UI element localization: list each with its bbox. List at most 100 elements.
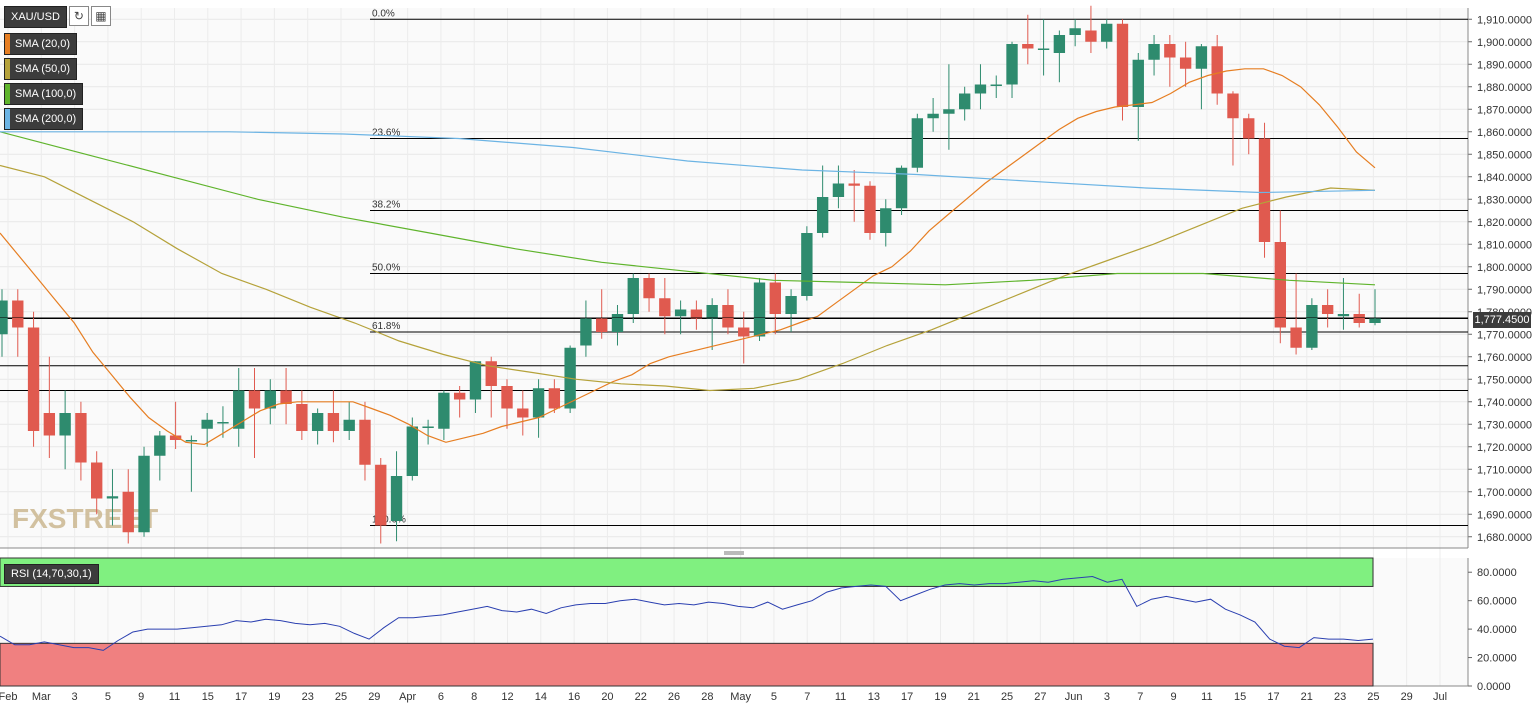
candle-body xyxy=(627,278,639,314)
candle-body xyxy=(59,413,71,436)
y-tick-label: 1,730.0000 xyxy=(1477,419,1532,431)
x-tick-label: 23 xyxy=(302,691,314,703)
fib-level-label: 0.0% xyxy=(372,8,395,19)
candle-body xyxy=(706,305,718,319)
candle-body xyxy=(1116,23,1129,107)
candle-body xyxy=(816,197,829,233)
x-tick-label: 3 xyxy=(1104,691,1110,703)
x-tick-label: 5 xyxy=(105,691,111,703)
x-tick-label: 16 xyxy=(568,691,580,703)
fib-level-label: 23.6% xyxy=(372,128,400,139)
rsi-tick-label: 80.0000 xyxy=(1477,567,1517,579)
y-tick-label: 1,820.0000 xyxy=(1477,217,1532,229)
x-tick-label: 29 xyxy=(368,691,380,703)
candle-body xyxy=(580,318,592,346)
candle-body xyxy=(359,419,371,465)
symbol-label[interactable]: XAU/USD xyxy=(4,6,67,28)
candle-body xyxy=(375,464,387,526)
legend-label: SMA (50,0) xyxy=(15,63,71,75)
candle-body xyxy=(1211,46,1223,94)
rsi-tick-label: 0.0000 xyxy=(1477,681,1511,693)
candle-body xyxy=(501,386,513,409)
legend-sma-50[interactable]: SMA (50,0) xyxy=(4,58,78,80)
x-tick-label: 22 xyxy=(635,691,647,703)
x-tick-label: 25 xyxy=(1001,691,1013,703)
candle-body xyxy=(832,183,845,197)
candle-body xyxy=(1132,59,1144,107)
refresh-icon[interactable]: ↻ xyxy=(68,6,89,26)
legend-sma-100[interactable]: SMA (100,0) xyxy=(4,83,84,105)
rsi-tick-label: 20.0000 xyxy=(1477,653,1517,665)
y-tick-label: 1,760.0000 xyxy=(1477,352,1532,364)
candle-body xyxy=(248,390,261,409)
x-tick-label: 7 xyxy=(804,691,810,703)
candle-body xyxy=(91,462,103,499)
y-tick-label: 1,850.0000 xyxy=(1477,149,1532,161)
x-tick-label: 8 xyxy=(471,691,477,703)
rsi-label[interactable]: RSI (14,70,30,1) xyxy=(4,564,99,584)
fib-level-label: 61.8% xyxy=(372,321,400,332)
fib-level-label: 50.0% xyxy=(372,263,400,274)
sma-100-swatch xyxy=(5,84,10,104)
candle-body xyxy=(596,318,608,332)
candle-body xyxy=(469,361,482,400)
legend-sma-20[interactable]: SMA (20,0) xyxy=(4,33,78,55)
candle-body xyxy=(1227,93,1239,119)
sma-line xyxy=(0,131,1376,194)
candle-body xyxy=(895,167,908,209)
candle-body xyxy=(532,388,545,418)
calendar-icon[interactable]: ▦ xyxy=(90,6,111,26)
candle-body xyxy=(453,392,466,400)
candle-body xyxy=(517,408,529,418)
candle-body xyxy=(643,278,655,299)
x-tick-label: 26 xyxy=(668,691,680,703)
candle-body xyxy=(138,455,150,533)
candle-body xyxy=(659,298,671,317)
candle-body xyxy=(1053,35,1066,53)
x-tick-label: 19 xyxy=(934,691,946,703)
watermark: FXSTREET xyxy=(12,503,158,534)
sma-50-swatch xyxy=(5,59,10,79)
y-tick-label: 1,900.0000 xyxy=(1477,37,1532,49)
candle-body xyxy=(1148,44,1160,60)
candle-body xyxy=(75,413,87,463)
x-tick-label: 19 xyxy=(268,691,280,703)
x-tick-label: 15 xyxy=(1234,691,1246,703)
candle-body xyxy=(974,84,987,94)
candle-body xyxy=(690,309,703,319)
candle-body xyxy=(1337,314,1350,317)
rsi-tick-label: 40.0000 xyxy=(1477,624,1517,636)
x-tick-label: 17 xyxy=(1267,691,1279,703)
rsi-line xyxy=(0,575,1374,651)
candle-body xyxy=(674,309,687,317)
candle-body xyxy=(943,109,955,114)
candle-body xyxy=(122,491,134,533)
candle-body xyxy=(1006,44,1018,85)
candle-body xyxy=(1321,305,1334,314)
pane-resize-handle xyxy=(724,551,744,555)
candle-body xyxy=(343,419,355,431)
y-tick-label: 1,890.0000 xyxy=(1477,59,1532,71)
x-tick-label: 9 xyxy=(1171,691,1177,703)
candle-body xyxy=(958,93,971,110)
sma-line xyxy=(0,131,1376,286)
x-tick-label: 28 xyxy=(701,691,713,703)
candle-body xyxy=(1101,23,1113,42)
candle-body xyxy=(990,84,1002,86)
candle-body xyxy=(280,390,292,404)
sma-20-swatch xyxy=(5,34,10,54)
y-tick-label: 1,710.0000 xyxy=(1477,464,1532,476)
x-tick-label: 17 xyxy=(901,691,913,703)
candle-body xyxy=(185,440,198,442)
x-tick-label: 25 xyxy=(1367,691,1379,703)
y-tick-label: 1,700.0000 xyxy=(1477,487,1532,499)
y-tick-label: 1,870.0000 xyxy=(1477,104,1532,116)
candle-body xyxy=(438,392,450,429)
legend-label: SMA (20,0) xyxy=(15,38,71,50)
fib-level-label: 38.2% xyxy=(372,200,400,211)
x-tick-label: 13 xyxy=(868,691,880,703)
legend-sma-200[interactable]: SMA (200,0) xyxy=(4,108,84,130)
x-tick-label: 17 xyxy=(235,691,247,703)
candle-body xyxy=(406,426,419,476)
